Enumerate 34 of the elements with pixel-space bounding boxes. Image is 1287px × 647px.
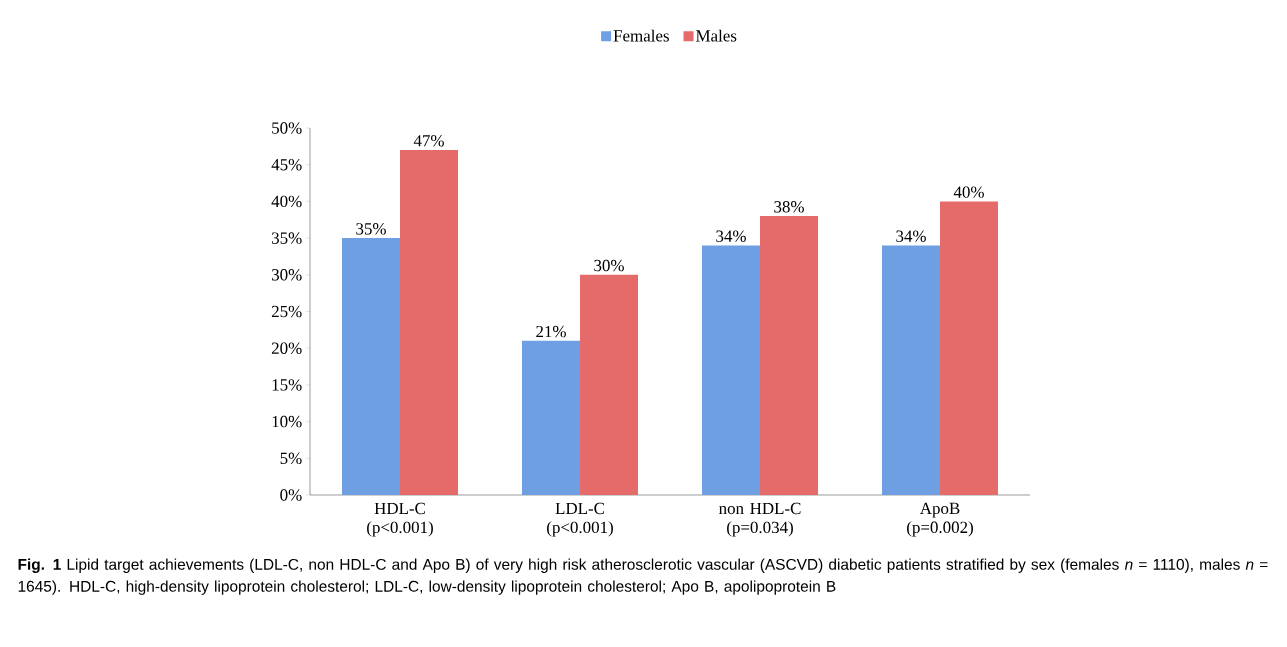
data-label: 35% — [356, 223, 386, 235]
y-tick-label: 5% — [280, 452, 302, 465]
legend-label: Females — [613, 29, 669, 42]
y-tick-label: 0% — [280, 489, 302, 501]
data-label: 21% — [536, 325, 566, 338]
x-tick-label: LDL-C (p<0.001) — [547, 502, 613, 537]
y-tick-label: 45% — [271, 158, 302, 171]
y-tick-label: 15% — [272, 379, 302, 391]
legend-label: Males — [696, 29, 737, 42]
bar — [940, 201, 999, 495]
text: Fig. 1 Lipid target achievements (LDL-C, non HDL-C and Apo B) of very high risk atherosclerotic vascular (ASCVD) diabetic patients stratified by sex (females n = 1110), males n = 1645). HDL-C, high-density lipoprotein cholesterol; LDL-C, low-density lipoprotein cholesterol; Apo B, apolipoprotein B — [18, 558, 1268, 595]
bar — [522, 340, 581, 495]
y-tick-label: 20% — [271, 342, 302, 354]
y-tick-label: 35% — [272, 232, 302, 244]
data-label: 40% — [953, 186, 984, 198]
data-label: 47% — [413, 135, 444, 147]
bar — [702, 245, 761, 495]
bar — [882, 245, 941, 495]
data-label: 34% — [896, 230, 926, 242]
bar — [760, 216, 819, 495]
y-tick-label: 30% — [272, 269, 302, 281]
bar — [400, 150, 458, 495]
bar — [580, 274, 639, 495]
y-tick-label: 50% — [272, 122, 302, 134]
y-tick-label: 25% — [271, 305, 302, 318]
data-label: 34% — [716, 230, 746, 242]
x-tick-label: non HDL-C (p=0.034) — [719, 502, 801, 537]
x-tick-label: ApoB (p=0.002) — [907, 502, 973, 537]
data-label: 38% — [774, 201, 804, 213]
y-tick-label: 10% — [272, 415, 302, 428]
x-tick-label: HDL-C (p<0.001) — [367, 502, 433, 537]
data-label: 30% — [594, 259, 624, 272]
y-tick-label: 40% — [271, 195, 302, 208]
bar — [342, 238, 400, 495]
